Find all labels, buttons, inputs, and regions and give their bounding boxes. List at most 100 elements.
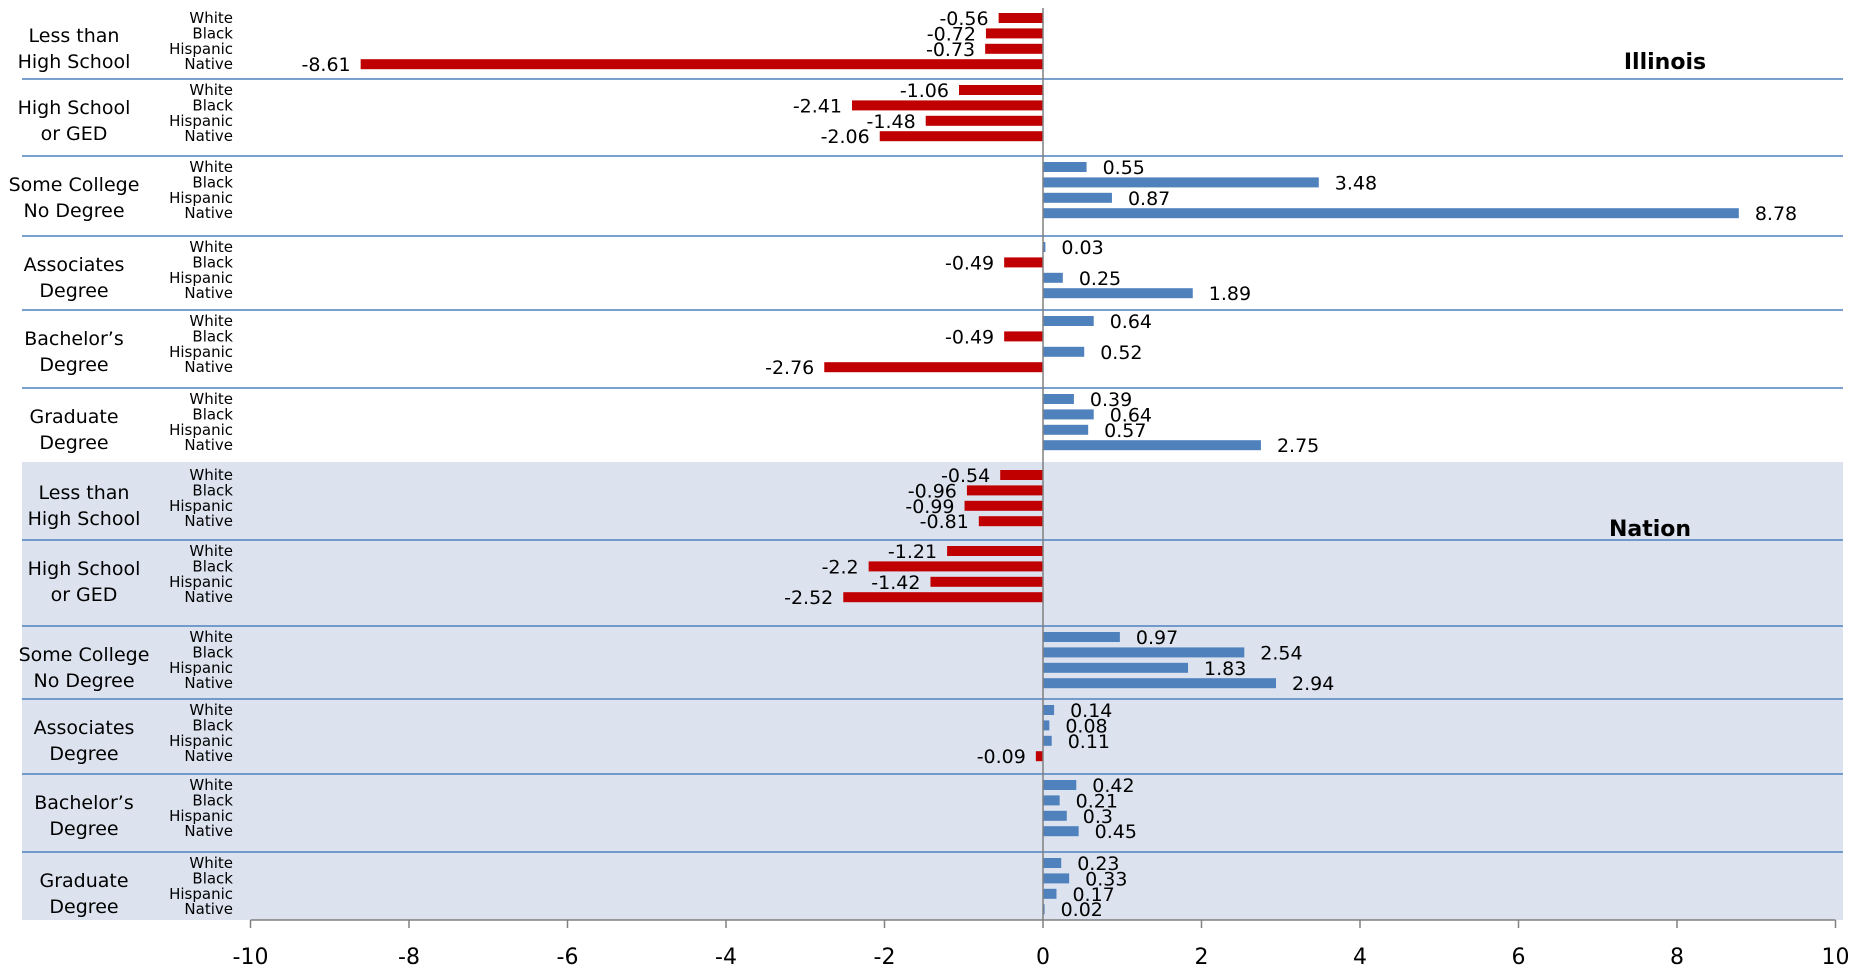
x-tick-label: -6 — [557, 945, 579, 969]
x-tick-label: 2 — [1195, 945, 1209, 969]
data-label: -1.21 — [888, 541, 937, 563]
category-label: No Degree — [23, 200, 124, 222]
bar — [947, 546, 1043, 556]
race-label: Black — [192, 96, 233, 114]
race-label: White — [189, 854, 233, 872]
data-label: -0.99 — [905, 496, 954, 518]
race-label: Black — [192, 24, 233, 42]
data-label: 0.57 — [1104, 420, 1146, 442]
race-label: Hispanic — [169, 573, 233, 591]
category-label: Associates — [24, 254, 125, 276]
race-label: Hispanic — [169, 807, 233, 825]
bar — [1000, 470, 1043, 480]
race-label: Black — [192, 869, 233, 887]
category-label: or GED — [41, 123, 108, 145]
category-label: Associates — [34, 717, 135, 739]
race-label: Hispanic — [169, 659, 233, 677]
data-label: 0.42 — [1092, 775, 1134, 797]
category-label: Bachelor’s — [34, 792, 134, 814]
bar — [1043, 208, 1739, 219]
bar — [1043, 780, 1077, 790]
data-label: 0.52 — [1100, 342, 1142, 364]
data-label: 0.33 — [1085, 868, 1127, 890]
race-label: Hispanic — [169, 885, 233, 903]
race-label: White — [189, 158, 233, 176]
category-label: Graduate — [29, 406, 118, 428]
bar — [1043, 810, 1067, 821]
category-label: Less than — [39, 482, 130, 504]
race-label: Black — [192, 327, 233, 345]
race-label: Hispanic — [169, 40, 233, 58]
data-label: -0.56 — [939, 8, 988, 30]
bar — [1004, 257, 1043, 268]
data-label: 0.21 — [1076, 790, 1118, 812]
x-tick-label: 4 — [1353, 945, 1367, 969]
bar — [1043, 678, 1276, 689]
category-label: Degree — [39, 280, 108, 302]
data-label: -1.06 — [900, 80, 949, 102]
race-label: Black — [192, 716, 233, 734]
race-label: White — [189, 701, 233, 719]
bar — [1043, 346, 1085, 357]
data-label: -2.41 — [793, 95, 842, 117]
data-label: 0.03 — [1061, 237, 1103, 259]
bar — [1043, 316, 1094, 326]
race-label: White — [189, 390, 233, 408]
category-label: No Degree — [33, 670, 134, 692]
race-label: White — [189, 238, 233, 256]
category-label: High School — [28, 558, 141, 580]
bar — [998, 13, 1043, 23]
race-label: Black — [192, 405, 233, 423]
data-label: 0.97 — [1136, 627, 1178, 649]
race-label: White — [189, 9, 233, 27]
bar — [843, 592, 1043, 603]
bar — [1043, 272, 1063, 283]
bar — [985, 28, 1043, 39]
x-tick-label: 8 — [1670, 945, 1684, 969]
race-label: Native — [184, 674, 233, 692]
data-label: 0.3 — [1083, 806, 1113, 828]
bar — [1043, 662, 1189, 673]
data-label: 0.64 — [1110, 404, 1152, 426]
race-label: Black — [192, 253, 233, 271]
data-label: -0.72 — [927, 23, 976, 45]
category-label: or GED — [51, 584, 118, 606]
x-tick-label: 6 — [1512, 945, 1526, 969]
data-label: 0.87 — [1128, 188, 1170, 210]
data-label: -1.48 — [867, 111, 916, 133]
bar — [930, 576, 1043, 587]
race-label: White — [189, 312, 233, 330]
x-tick-label: -10 — [233, 945, 269, 969]
data-label: 0.23 — [1077, 853, 1119, 875]
data-label: -2.52 — [784, 587, 833, 609]
race-label: Native — [184, 55, 233, 73]
race-label: White — [189, 81, 233, 99]
category-label: Degree — [49, 743, 118, 765]
panel-title: Illinois — [1624, 50, 1706, 75]
race-label: Native — [184, 358, 233, 376]
bar — [1043, 904, 1045, 915]
bar — [1043, 795, 1060, 806]
data-label: 0.02 — [1061, 899, 1103, 921]
category-label: Some College — [9, 174, 140, 196]
category-label: High School — [28, 508, 141, 530]
bar — [925, 115, 1043, 126]
race-label: Native — [184, 822, 233, 840]
bar — [1043, 288, 1193, 299]
data-label: 0.45 — [1095, 821, 1137, 843]
data-label: 0.64 — [1110, 311, 1152, 333]
data-label: -0.54 — [941, 465, 990, 487]
race-label: Native — [184, 436, 233, 454]
race-label: Hispanic — [169, 269, 233, 287]
data-label: -2.76 — [765, 357, 814, 379]
race-label: Native — [184, 284, 233, 302]
race-label: Black — [192, 643, 233, 661]
bar — [1043, 888, 1057, 899]
bar — [958, 85, 1043, 95]
bar — [852, 100, 1043, 111]
race-label: Native — [184, 204, 233, 222]
data-label: -2.06 — [821, 126, 870, 148]
category-label: Less than — [29, 25, 120, 47]
race-label: White — [189, 466, 233, 484]
